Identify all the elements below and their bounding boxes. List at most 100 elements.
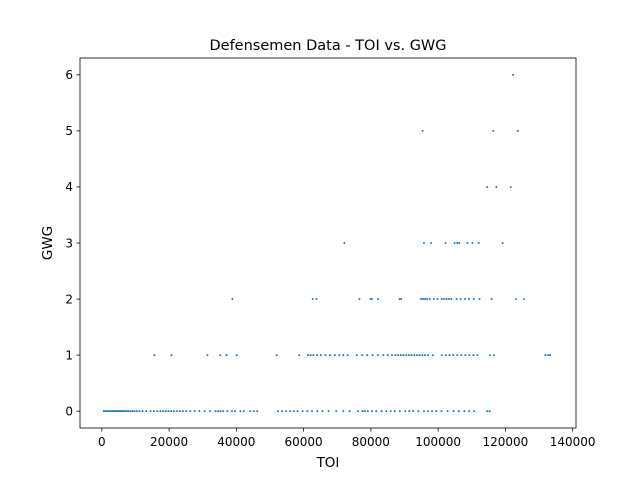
data-point [327,410,330,413]
data-point [393,410,396,413]
data-point [306,354,309,357]
data-point [231,298,234,301]
data-point [423,242,426,244]
data-point [464,354,467,357]
data-point [306,410,309,413]
data-point [398,410,401,413]
data-point [471,242,474,244]
data-point [343,242,346,244]
data-point [440,410,443,413]
data-point [335,410,338,413]
data-point [413,354,416,357]
data-point [456,354,459,357]
y-axis-ticks: 0 1 2 3 4 5 6 [65,68,80,418]
data-point [226,410,229,413]
data-point [466,242,469,244]
data-point [455,298,458,301]
data-point [468,354,471,357]
data-point [547,354,550,357]
data-point [418,354,421,357]
data-point [436,298,439,301]
data-point [424,298,427,301]
data-point [472,354,475,357]
data-point [164,410,167,413]
data-point [490,298,493,301]
data-point [391,354,394,357]
data-point [346,354,349,357]
data-point [178,410,181,413]
data-point [189,410,192,413]
data-point [421,354,424,357]
data-point [135,410,138,413]
data-point [277,410,280,413]
data-point [445,298,448,301]
data-point [464,298,467,301]
data-point [488,354,491,357]
y-tick-label: 2 [65,292,73,306]
data-point [407,354,410,357]
y-tick-label: 6 [65,68,73,82]
data-point [427,354,430,357]
data-point [410,354,413,357]
data-point [450,298,453,301]
data-point [421,129,424,132]
data-point [459,298,462,301]
data-point [458,242,461,244]
data-point [225,354,228,357]
data-point [219,354,222,357]
data-point [145,410,148,413]
x-tick-label: 20000 [150,435,188,449]
data-point [366,410,369,413]
chart-title: Defensemen Data - TOI vs. GWG [209,38,446,54]
data-point [355,354,358,357]
data-point [321,410,324,413]
data-point [311,298,314,301]
x-tick-label: 80000 [352,435,390,449]
data-point [486,410,489,413]
data-point [426,298,429,301]
data-point [501,242,504,244]
data-point [472,298,475,301]
data-point [444,242,447,244]
data-point [457,410,460,413]
data-point [125,410,128,413]
data-point [222,410,225,413]
data-point [371,354,374,357]
data-point [386,354,389,357]
data-point [153,354,156,357]
y-tick-label: 1 [65,348,73,362]
data-point [230,410,233,413]
data-point [463,410,466,413]
data-point [105,410,108,413]
data-point [328,354,331,357]
data-point [398,298,401,301]
data-point [311,410,314,413]
data-point [338,354,341,357]
data-point [149,410,152,413]
data-point [447,298,450,301]
data-point [219,410,222,413]
data-point [292,410,295,413]
data-point [234,410,237,413]
data-point [361,354,364,357]
data-point [175,410,178,413]
x-axis-label: TOI [316,455,340,471]
data-point [370,410,373,413]
data-point [312,354,315,357]
data-point [446,410,449,413]
data-point [430,242,433,244]
data-point [363,410,366,413]
x-tick-label: 120000 [482,435,528,449]
data-point [124,410,127,413]
data-point [440,354,443,357]
y-tick-label: 0 [65,404,73,418]
data-point [424,354,427,357]
data-point [452,354,455,357]
data-point [296,410,299,413]
data-point [512,73,515,76]
x-tick-label: 0 [98,435,106,449]
data-point [167,410,170,413]
data-point [402,354,405,357]
data-point [382,354,385,357]
